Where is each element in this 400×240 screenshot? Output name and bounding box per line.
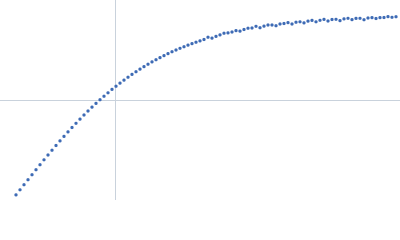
point bbox=[94, 101, 98, 105]
point bbox=[210, 36, 214, 40]
point bbox=[166, 52, 170, 56]
point bbox=[62, 134, 66, 138]
point bbox=[362, 18, 366, 22]
point bbox=[386, 15, 390, 19]
point bbox=[222, 31, 226, 35]
point bbox=[366, 16, 370, 20]
point bbox=[358, 16, 362, 20]
point bbox=[170, 50, 174, 54]
point bbox=[262, 24, 266, 28]
point bbox=[114, 84, 118, 88]
point bbox=[226, 31, 230, 35]
point bbox=[134, 70, 138, 74]
point bbox=[302, 21, 306, 25]
point bbox=[102, 94, 106, 98]
point bbox=[322, 17, 326, 21]
point bbox=[26, 178, 30, 182]
point bbox=[338, 19, 342, 23]
point bbox=[330, 17, 334, 22]
point bbox=[126, 75, 130, 79]
point bbox=[194, 40, 198, 44]
point bbox=[138, 67, 142, 71]
point bbox=[238, 29, 242, 33]
point bbox=[214, 34, 218, 39]
point bbox=[246, 26, 250, 30]
point bbox=[234, 29, 238, 33]
point bbox=[14, 193, 18, 197]
point bbox=[314, 20, 318, 24]
point bbox=[98, 98, 102, 102]
point bbox=[270, 23, 274, 27]
point bbox=[54, 143, 58, 148]
point bbox=[198, 39, 202, 43]
point bbox=[150, 60, 154, 64]
point bbox=[90, 105, 94, 109]
point bbox=[318, 18, 322, 22]
point bbox=[34, 168, 38, 172]
point bbox=[274, 24, 278, 28]
point bbox=[146, 62, 150, 66]
point bbox=[294, 20, 298, 24]
point bbox=[254, 24, 258, 28]
point bbox=[282, 21, 286, 26]
point bbox=[326, 19, 330, 23]
chart bbox=[0, 0, 400, 200]
point bbox=[342, 17, 346, 21]
point bbox=[298, 20, 302, 24]
point bbox=[162, 54, 166, 58]
point bbox=[142, 65, 146, 69]
point bbox=[38, 163, 42, 167]
point bbox=[70, 125, 74, 130]
point bbox=[118, 81, 122, 85]
point bbox=[370, 16, 374, 20]
point bbox=[158, 56, 162, 60]
point bbox=[22, 183, 26, 187]
point bbox=[130, 72, 134, 76]
point bbox=[354, 16, 358, 20]
point bbox=[174, 48, 178, 52]
point bbox=[206, 35, 210, 39]
point bbox=[122, 78, 126, 82]
point bbox=[186, 43, 190, 47]
point bbox=[374, 16, 378, 21]
point bbox=[42, 158, 46, 162]
point bbox=[50, 148, 54, 152]
point bbox=[306, 19, 310, 23]
point bbox=[18, 188, 22, 192]
point bbox=[290, 22, 294, 26]
point bbox=[310, 18, 314, 22]
page: (() => { const data = JSON.parse(documen… bbox=[0, 0, 400, 200]
point bbox=[30, 173, 34, 177]
point bbox=[382, 15, 386, 20]
point bbox=[350, 18, 354, 22]
point bbox=[390, 15, 394, 19]
point bbox=[258, 26, 262, 30]
point bbox=[154, 58, 158, 62]
point bbox=[82, 113, 86, 117]
point bbox=[378, 16, 382, 20]
point bbox=[218, 33, 222, 37]
point bbox=[46, 153, 50, 157]
point bbox=[334, 17, 338, 21]
point bbox=[106, 91, 110, 95]
point bbox=[230, 30, 234, 34]
point bbox=[278, 22, 282, 26]
point bbox=[250, 26, 254, 30]
point bbox=[86, 109, 90, 113]
point bbox=[346, 16, 350, 20]
point bbox=[110, 87, 114, 91]
point bbox=[178, 46, 182, 50]
point bbox=[66, 130, 70, 134]
point bbox=[182, 45, 186, 49]
point bbox=[242, 27, 246, 32]
point bbox=[74, 121, 78, 125]
point bbox=[394, 15, 398, 19]
point bbox=[202, 37, 206, 42]
point bbox=[286, 21, 290, 25]
point bbox=[58, 139, 62, 143]
point bbox=[266, 23, 270, 27]
point bbox=[78, 117, 82, 121]
point bbox=[190, 42, 194, 46]
